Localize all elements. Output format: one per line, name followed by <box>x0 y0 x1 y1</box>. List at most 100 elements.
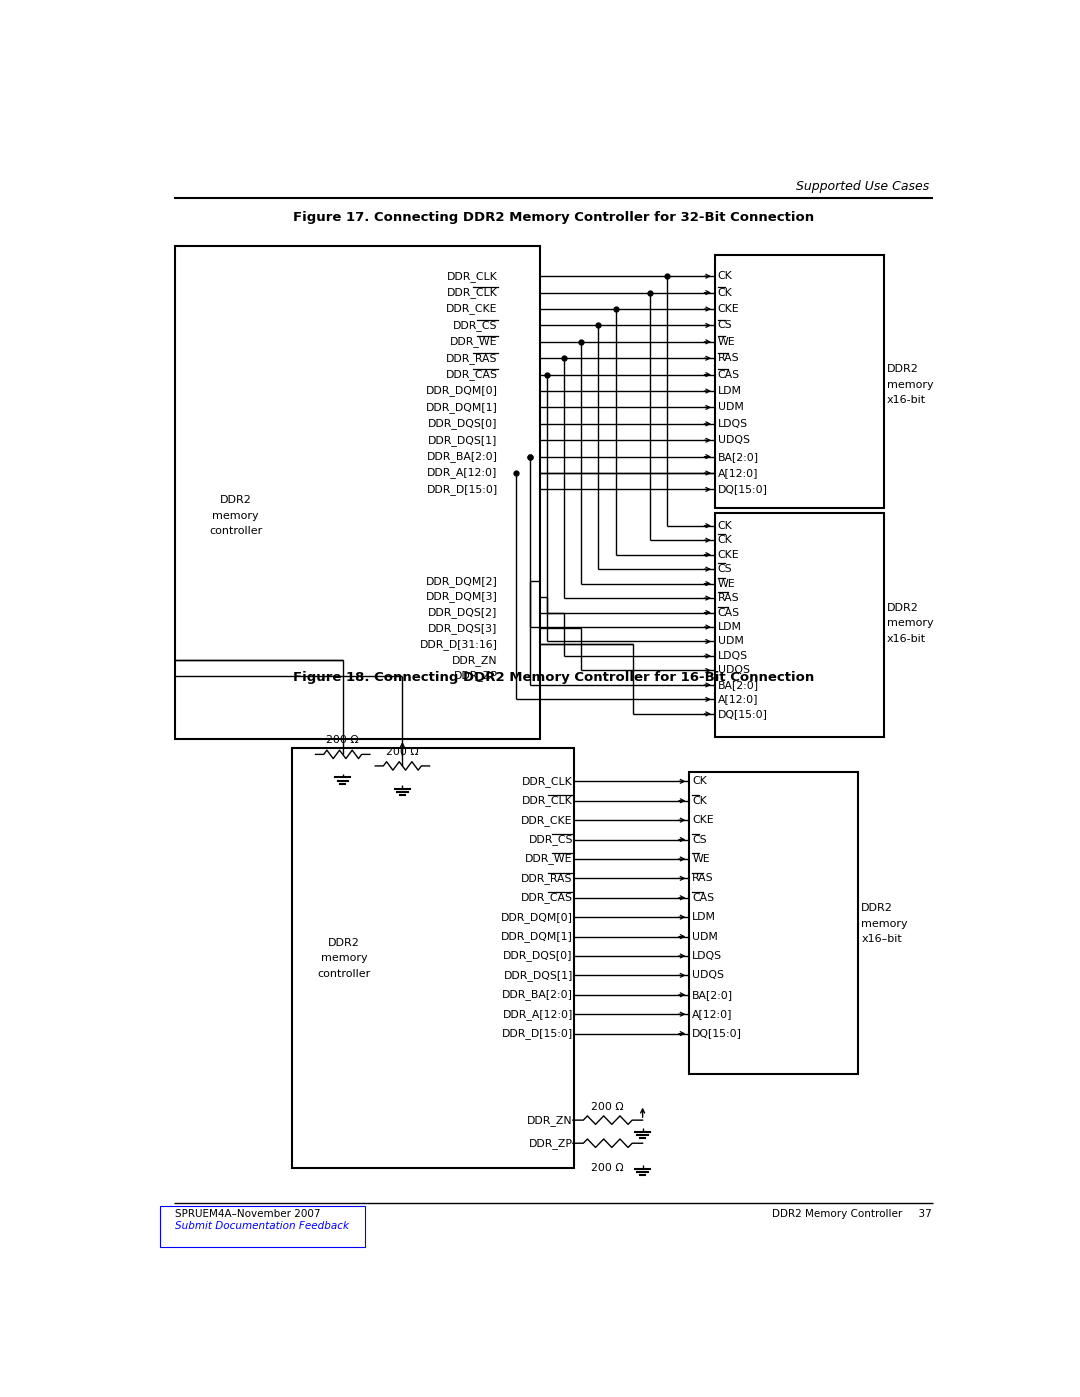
Text: DDR_DQM[3]: DDR_DQM[3] <box>426 591 498 602</box>
Text: BA[2:0]: BA[2:0] <box>692 989 733 1000</box>
Text: DDR2: DDR2 <box>861 904 893 914</box>
Text: DDR_CAS: DDR_CAS <box>446 369 498 380</box>
Text: DDR_RAS: DDR_RAS <box>446 353 498 363</box>
Text: Figure 17. Connecting DDR2 Memory Controller for 32-Bit Connection: Figure 17. Connecting DDR2 Memory Contro… <box>293 211 814 224</box>
Text: DDR_DQS[0]: DDR_DQS[0] <box>503 950 572 961</box>
Text: A[12:0]: A[12:0] <box>692 1009 732 1020</box>
Text: DDR_DQM[0]: DDR_DQM[0] <box>501 912 572 922</box>
Text: 200 Ω: 200 Ω <box>592 1102 624 1112</box>
Text: DDR_A[12:0]: DDR_A[12:0] <box>502 1009 572 1020</box>
Text: Submit Documentation Feedback: Submit Documentation Feedback <box>175 1221 349 1231</box>
Text: DDR_WE: DDR_WE <box>525 854 572 865</box>
Text: DDR_DQM[0]: DDR_DQM[0] <box>426 386 498 397</box>
Text: DDR2: DDR2 <box>887 604 919 613</box>
Text: DDR2: DDR2 <box>887 365 919 374</box>
Text: DDR_CAS: DDR_CAS <box>521 893 572 904</box>
Bar <box>715 513 883 736</box>
Text: A[12:0]: A[12:0] <box>718 468 758 478</box>
Text: UDM: UDM <box>718 637 744 647</box>
Text: BA[2:0]: BA[2:0] <box>718 680 759 690</box>
Text: CKE: CKE <box>718 305 740 314</box>
Text: x16-bit: x16-bit <box>887 395 926 405</box>
Text: DDR_CS: DDR_CS <box>528 834 572 845</box>
Text: UDM: UDM <box>692 932 718 942</box>
Text: CAS: CAS <box>718 370 740 380</box>
Text: memory: memory <box>861 919 908 929</box>
Text: A[12:0]: A[12:0] <box>718 694 758 704</box>
Text: CK: CK <box>718 521 732 531</box>
Text: DDR_BA[2:0]: DDR_BA[2:0] <box>502 989 572 1000</box>
Text: UDQS: UDQS <box>692 971 725 981</box>
Text: 200 Ω: 200 Ω <box>592 1164 624 1173</box>
Text: DDR_DQS[1]: DDR_DQS[1] <box>429 434 498 446</box>
Bar <box>175 246 540 739</box>
Text: DDR_DQS[1]: DDR_DQS[1] <box>503 970 572 981</box>
Text: DDR_ZP: DDR_ZP <box>529 1137 572 1148</box>
Text: SPRUEM4A–November 2007: SPRUEM4A–November 2007 <box>175 1208 321 1220</box>
Bar <box>292 749 575 1168</box>
Text: DQ[15:0]: DQ[15:0] <box>718 708 768 719</box>
Text: Supported Use Cases: Supported Use Cases <box>796 180 930 193</box>
Text: DDR_DQS[3]: DDR_DQS[3] <box>429 623 498 634</box>
Text: memory: memory <box>887 380 933 390</box>
Text: CK: CK <box>692 796 707 806</box>
Text: DDR_CKE: DDR_CKE <box>522 814 572 826</box>
Text: controller: controller <box>318 970 370 979</box>
Text: 200 Ω: 200 Ω <box>386 746 419 757</box>
Text: DDR_D[31:16]: DDR_D[31:16] <box>420 638 498 650</box>
Text: LDQS: LDQS <box>718 419 748 429</box>
Text: CK: CK <box>718 288 732 298</box>
Text: DDR_CLK: DDR_CLK <box>522 775 572 787</box>
Text: LDM: LDM <box>692 912 716 922</box>
Text: BA[2:0]: BA[2:0] <box>718 451 759 461</box>
Text: WE: WE <box>692 854 710 863</box>
Text: DQ[15:0]: DQ[15:0] <box>718 485 768 495</box>
Text: DQ[15:0]: DQ[15:0] <box>692 1028 742 1038</box>
Text: DDR_CLK: DDR_CLK <box>447 288 498 298</box>
Text: DDR_CKE: DDR_CKE <box>446 303 498 314</box>
Text: DDR2: DDR2 <box>328 937 361 949</box>
Text: CS: CS <box>692 834 706 845</box>
Text: UDM: UDM <box>718 402 744 412</box>
Text: CAS: CAS <box>692 893 714 902</box>
Text: DDR_CLK: DDR_CLK <box>522 795 572 806</box>
Text: DDR_A[12:0]: DDR_A[12:0] <box>428 468 498 479</box>
Text: LDM: LDM <box>718 386 742 395</box>
Text: RAS: RAS <box>718 353 740 363</box>
Text: memory: memory <box>321 953 367 964</box>
Text: DDR_CLK: DDR_CLK <box>447 271 498 282</box>
Text: DDR_DQM[2]: DDR_DQM[2] <box>426 576 498 587</box>
Text: DDR_CS: DDR_CS <box>454 320 498 331</box>
Text: DDR_DQS[2]: DDR_DQS[2] <box>429 608 498 617</box>
Text: memory: memory <box>887 619 933 629</box>
Text: DDR_DQM[1]: DDR_DQM[1] <box>501 932 572 942</box>
Text: CK: CK <box>692 777 707 787</box>
Text: DDR_ZP: DDR_ZP <box>454 671 498 682</box>
Text: RAS: RAS <box>692 873 714 883</box>
Text: LDQS: LDQS <box>692 951 723 961</box>
Text: DDR_DQS[0]: DDR_DQS[0] <box>428 418 498 429</box>
Text: DDR_ZN: DDR_ZN <box>453 655 498 665</box>
Text: LDM: LDM <box>718 622 742 631</box>
Text: 200 Ω: 200 Ω <box>326 735 359 745</box>
Text: x16-bit: x16-bit <box>887 634 926 644</box>
Text: UDQS: UDQS <box>718 665 750 676</box>
Text: WE: WE <box>718 337 735 346</box>
Text: DDR_ZN: DDR_ZN <box>527 1115 572 1126</box>
Text: DDR2: DDR2 <box>220 496 252 506</box>
Text: DDR2 Memory Controller     37: DDR2 Memory Controller 37 <box>772 1208 932 1220</box>
Text: controller: controller <box>210 527 262 536</box>
Bar <box>715 256 883 509</box>
Text: Figure 18. Connecting DDR2 Memory Controller for 16-Bit Connection: Figure 18. Connecting DDR2 Memory Contro… <box>293 671 814 685</box>
Bar <box>689 773 859 1074</box>
Text: CKE: CKE <box>692 814 714 826</box>
Text: memory: memory <box>213 511 259 521</box>
Text: UDQS: UDQS <box>718 436 750 446</box>
Text: DDR_WE: DDR_WE <box>450 337 498 348</box>
Text: DDR_BA[2:0]: DDR_BA[2:0] <box>427 451 498 462</box>
Text: CK: CK <box>718 535 732 545</box>
Text: DDR_D[15:0]: DDR_D[15:0] <box>427 483 498 495</box>
Text: DDR_DQM[1]: DDR_DQM[1] <box>426 402 498 414</box>
Text: CAS: CAS <box>718 608 740 617</box>
Text: RAS: RAS <box>718 594 740 604</box>
